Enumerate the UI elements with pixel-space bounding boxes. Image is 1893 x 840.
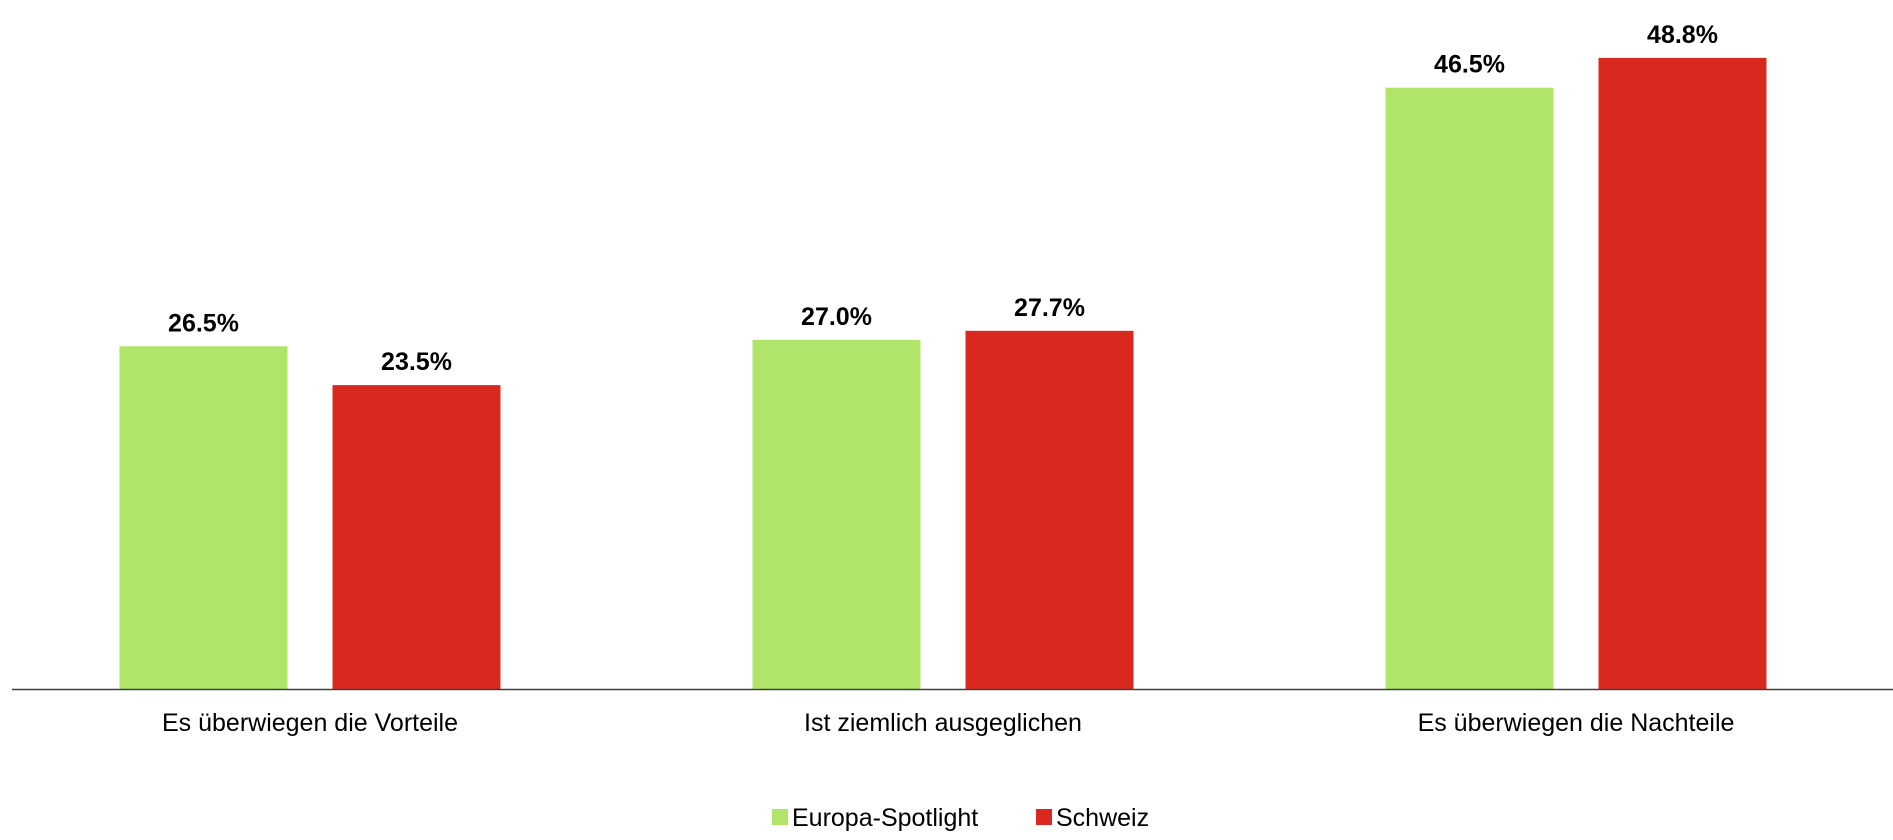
bar-schweiz-3	[1598, 57, 1767, 689]
data-label-europa-spotlight-1: 26.5%	[168, 309, 239, 337]
legend-swatch-schweiz	[1036, 809, 1052, 825]
bar-europa-spotlight-2	[752, 339, 921, 689]
category-label-2: Ist ziemlich ausgeglichen	[804, 709, 1082, 737]
data-label-schweiz-1: 23.5%	[381, 348, 452, 376]
legend-label-schweiz: Schweiz	[1056, 804, 1149, 832]
bar-schweiz-2	[965, 330, 1134, 689]
category-label-3: Es überwiegen die Nachteile	[1418, 709, 1735, 737]
data-label-schweiz-2: 27.7%	[1014, 294, 1085, 322]
category-label-1: Es überwiegen die Vorteile	[162, 709, 458, 737]
legend-swatch-europa-spotlight	[772, 809, 788, 825]
bar-schweiz-1	[332, 385, 501, 689]
category-labels-group: Es überwiegen die Vorteile Ist ziemlich a…	[162, 709, 1734, 737]
data-label-schweiz-3: 48.8%	[1647, 21, 1718, 49]
bar-europa-spotlight-3	[1385, 87, 1554, 689]
data-labels-group: 26.5% 27.0% 46.5% 23.5% 27.7% 48.8%	[168, 21, 1718, 376]
legend: Europa-Spotlight Schweiz	[772, 804, 1149, 832]
bars-group	[119, 57, 1767, 689]
data-label-europa-spotlight-2: 27.0%	[801, 303, 872, 331]
data-label-europa-spotlight-3: 46.5%	[1434, 51, 1505, 79]
legend-label-europa-spotlight: Europa-Spotlight	[792, 804, 978, 832]
bar-europa-spotlight-1	[119, 346, 288, 689]
